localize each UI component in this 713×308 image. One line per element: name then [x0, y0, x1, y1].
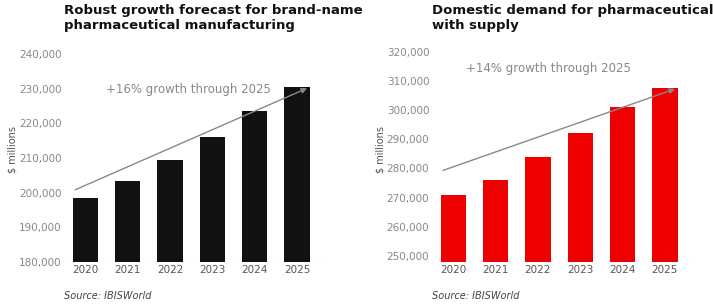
Y-axis label: $ millions: $ millions [375, 126, 385, 173]
Y-axis label: $ millions: $ millions [7, 126, 17, 173]
Bar [242, 111, 267, 308]
Bar [652, 88, 677, 308]
Text: Source: IBISWorld: Source: IBISWorld [64, 291, 152, 301]
Text: Robust growth forecast for brand-name
pharmaceutical manufacturing: Robust growth forecast for brand-name ph… [64, 4, 363, 32]
Bar [483, 180, 508, 308]
Bar [284, 87, 309, 308]
Bar [115, 180, 140, 308]
Bar [568, 133, 593, 308]
Bar [610, 107, 635, 308]
Bar [525, 157, 550, 308]
Bar [200, 137, 225, 308]
Text: +14% growth through 2025: +14% growth through 2025 [466, 62, 631, 75]
Bar [158, 160, 183, 308]
Text: +16% growth through 2025: +16% growth through 2025 [106, 83, 272, 96]
Text: Source: IBISWorld: Source: IBISWorld [432, 291, 520, 301]
Text: Domestic demand for pharmaceuticals to keep pace
with supply: Domestic demand for pharmaceuticals to k… [432, 4, 713, 32]
Bar [73, 198, 98, 308]
Bar [441, 195, 466, 308]
